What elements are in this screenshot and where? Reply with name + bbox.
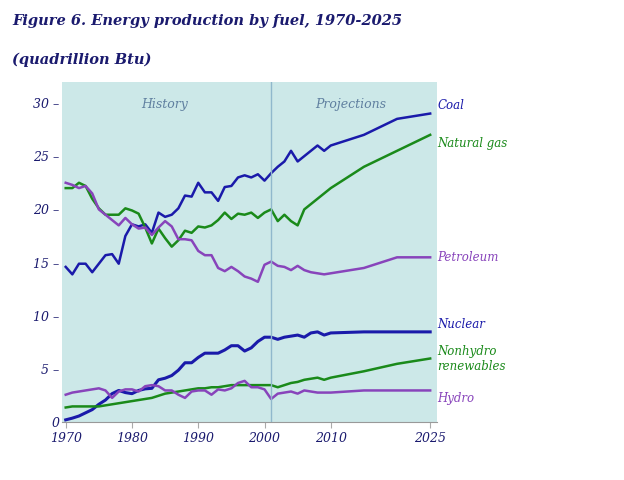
Text: (quadrillion Btu): (quadrillion Btu)	[12, 53, 152, 67]
Text: Figure 6. Energy production by fuel, 1970-2025: Figure 6. Energy production by fuel, 197…	[12, 14, 402, 28]
Text: Nuclear: Nuclear	[437, 318, 485, 331]
Text: Nonhydro
renewables: Nonhydro renewables	[437, 345, 505, 372]
Text: Projections: Projections	[315, 97, 386, 110]
Text: Hydro: Hydro	[437, 392, 474, 405]
Text: Natural gas: Natural gas	[437, 137, 507, 150]
Text: Petroleum: Petroleum	[437, 251, 499, 264]
Text: History: History	[142, 97, 188, 110]
Text: Coal: Coal	[437, 99, 464, 112]
